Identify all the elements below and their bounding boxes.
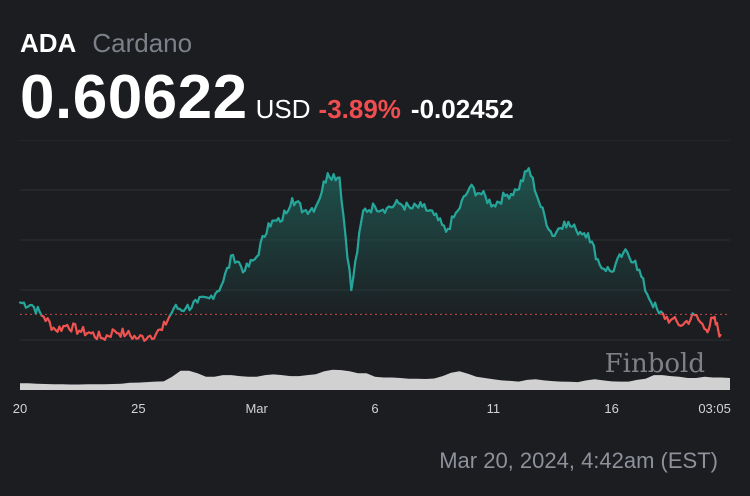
price-line-segment — [265, 222, 270, 235]
current-price: 0.60622 — [20, 63, 248, 132]
price-line-segment — [338, 176, 343, 202]
price-line-segment — [281, 209, 286, 222]
x-tick-label: 16 — [604, 401, 618, 416]
price-line-segment — [231, 253, 237, 264]
price-row: 0.60622 USD -3.89% -0.02452 — [20, 62, 514, 133]
price-line-segment — [472, 186, 477, 197]
asset-symbol: ADA — [20, 28, 77, 58]
price-line-segment — [718, 333, 722, 338]
price-line-segment — [344, 233, 349, 259]
price-line-segment — [500, 191, 505, 205]
x-tick-label: 6 — [371, 401, 378, 416]
price-line-segment — [257, 241, 262, 257]
price-line-segment — [586, 232, 592, 244]
change-percent: -3.89% — [318, 94, 401, 124]
price-line-segment — [531, 176, 536, 192]
x-tick-label: 03:05 — [698, 401, 731, 416]
price-line-segment — [320, 180, 325, 194]
x-tick-label: 11 — [487, 401, 501, 416]
price-line-segment — [81, 326, 87, 337]
price-line-segment — [352, 260, 357, 279]
price-line-segment — [70, 322, 75, 333]
price-line-segment — [448, 215, 453, 231]
asset-name: Cardano — [92, 28, 193, 58]
currency-label: USD — [255, 94, 311, 124]
price-line-segment — [259, 234, 264, 244]
price-line-segment — [634, 259, 639, 272]
price-line-segment — [228, 254, 233, 269]
price-line-segment — [541, 206, 546, 217]
price-line-segment — [247, 258, 252, 268]
price-chart: Finbold 20 25 Mar 6 11 16 03:05 — [13, 140, 731, 416]
price-area-fill — [20, 168, 721, 315]
price-line-segment — [458, 199, 463, 210]
price-line-segment — [109, 328, 114, 338]
price-line-segment — [517, 179, 523, 191]
price-line-segment — [488, 198, 493, 208]
volume-area — [20, 369, 730, 390]
price-line-segment — [340, 199, 345, 217]
price-line-segment — [356, 231, 361, 254]
price-line-segment — [521, 170, 527, 183]
change-absolute: -0.02452 — [410, 94, 514, 124]
x-tick-label: Mar — [245, 401, 268, 416]
x-tick-label: 20 — [13, 401, 27, 416]
price-line-segment — [543, 214, 548, 227]
ticker-row: ADA Cardano — [20, 28, 192, 58]
price-line-segment — [48, 320, 53, 331]
timestamp: Mar 20, 2024, 4:42am (EST) — [439, 448, 718, 473]
x-tick-label: 25 — [131, 401, 145, 416]
price-line-segment — [74, 323, 79, 335]
price-line-segment — [708, 316, 713, 327]
price-line-segment — [592, 244, 598, 261]
price-line-segment — [715, 321, 720, 332]
watermark: Finbold — [605, 349, 705, 379]
price-line-segment — [612, 262, 617, 273]
price-line-segment — [318, 190, 323, 200]
price-line-segment — [299, 202, 304, 214]
price-line-segment — [342, 214, 347, 236]
price-line-segment — [354, 250, 359, 263]
price-line-segment — [527, 167, 532, 177]
price-line-segment — [350, 276, 355, 292]
price-line-segment — [222, 272, 227, 283]
price-line-segment — [638, 268, 643, 278]
price-line-segment — [358, 220, 363, 235]
price-line-segment — [360, 209, 365, 224]
price-line-segment — [439, 217, 444, 226]
price-line-segment — [642, 277, 647, 292]
price-line-segment — [346, 256, 351, 270]
